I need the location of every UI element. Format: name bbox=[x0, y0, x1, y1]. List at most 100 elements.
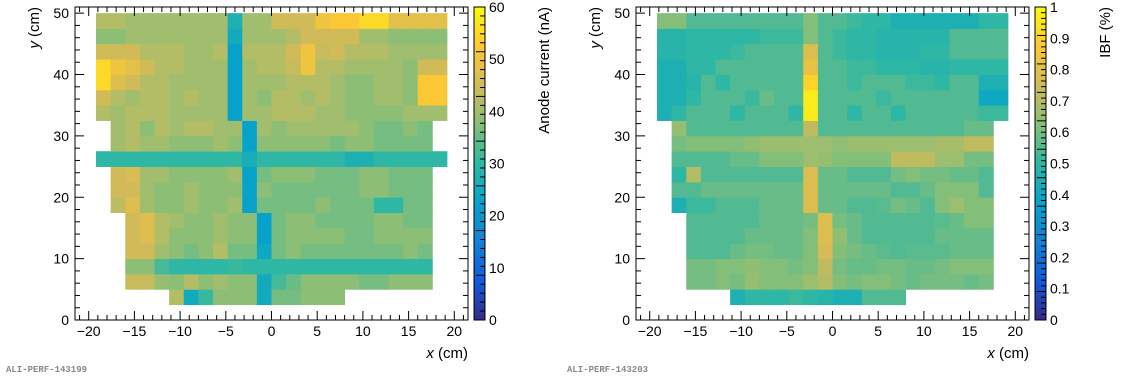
heatmap-cell bbox=[817, 74, 833, 91]
heatmap-cell bbox=[817, 120, 833, 137]
x-tick-label: 5 bbox=[313, 323, 321, 339]
heatmap-cell bbox=[403, 105, 419, 121]
heatmap-cell bbox=[315, 28, 331, 45]
heatmap-cell bbox=[686, 135, 702, 152]
heatmap-cell bbox=[388, 258, 404, 275]
heatmap-cell bbox=[139, 227, 155, 244]
heatmap-cell bbox=[154, 258, 170, 275]
heatmap-cell bbox=[403, 243, 419, 260]
heatmap-cell bbox=[286, 289, 302, 306]
heatmap-cell bbox=[373, 212, 389, 229]
heatmap-cell bbox=[300, 289, 316, 306]
heatmap-cell bbox=[417, 227, 433, 244]
heatmap-cell bbox=[344, 13, 360, 29]
heatmap-cell bbox=[788, 212, 804, 229]
heatmap-cell bbox=[744, 151, 760, 167]
heatmap-cell bbox=[744, 273, 760, 290]
heatmap-cell bbox=[227, 273, 243, 290]
heatmap-cell bbox=[934, 13, 950, 29]
heatmap-cell bbox=[700, 105, 716, 121]
heatmap-cell bbox=[139, 166, 155, 183]
heatmap-cell bbox=[344, 197, 360, 213]
heatmap-cell bbox=[271, 43, 287, 60]
heatmap-cell bbox=[934, 135, 950, 152]
heatmap-cell bbox=[403, 151, 419, 167]
heatmap-cell bbox=[847, 197, 863, 213]
heatmap-cell bbox=[315, 89, 331, 106]
heatmap-cell bbox=[876, 258, 892, 275]
heatmap-cell bbox=[964, 74, 980, 91]
heatmap-cell bbox=[876, 89, 892, 106]
heatmap-cell bbox=[817, 151, 833, 167]
heatmap-cell bbox=[213, 89, 229, 106]
heatmap-cell bbox=[759, 243, 775, 260]
heatmap-cell bbox=[300, 258, 316, 275]
heatmap-cell bbox=[96, 89, 112, 106]
heatmap-cell bbox=[417, 74, 433, 91]
heatmap-cell bbox=[847, 258, 863, 275]
heatmap-cell bbox=[110, 13, 126, 29]
heatmap-cell bbox=[847, 89, 863, 106]
heatmap-cell bbox=[329, 212, 346, 229]
heatmap-cell bbox=[964, 227, 980, 244]
heatmap-cell bbox=[110, 43, 126, 60]
heatmap-cell bbox=[417, 13, 433, 29]
heatmap-cell bbox=[759, 212, 775, 229]
heatmap-cell bbox=[227, 120, 243, 137]
heatmap-cell bbox=[700, 197, 716, 213]
heatmap-cell bbox=[359, 151, 375, 167]
heatmap-cell bbox=[978, 243, 994, 260]
heatmap-cell bbox=[344, 43, 360, 60]
heatmap-cell bbox=[715, 28, 731, 45]
heatmap-cell bbox=[774, 289, 790, 306]
y-tick-label: 50 bbox=[53, 5, 69, 21]
heatmap-cell bbox=[978, 28, 994, 45]
heatmap-cell bbox=[359, 59, 375, 75]
heatmap-cell bbox=[803, 258, 819, 275]
heatmap-cell bbox=[920, 227, 936, 244]
heatmap-cell bbox=[417, 105, 433, 121]
x-axis-label: x (cm) bbox=[425, 345, 468, 362]
heatmap-cell bbox=[154, 273, 170, 290]
heatmap-cell bbox=[934, 120, 950, 137]
colorbar-tick-label: 30 bbox=[489, 156, 505, 172]
heatmap-cell bbox=[759, 43, 775, 60]
heatmap-cell bbox=[432, 105, 448, 121]
heatmap-cell bbox=[417, 197, 433, 213]
heatmap-cell bbox=[861, 59, 877, 75]
heatmap-cell bbox=[861, 166, 877, 183]
heatmap-cell bbox=[227, 289, 243, 306]
heatmap-cell bbox=[286, 28, 302, 45]
heatmap-cell bbox=[686, 166, 702, 183]
heatmap-cell bbox=[861, 120, 877, 137]
heatmap-cell bbox=[803, 243, 819, 260]
heatmap-cell bbox=[242, 28, 258, 45]
heatmap-cell bbox=[198, 197, 214, 213]
colorbar-tick-label: 0 bbox=[489, 312, 497, 328]
heatmap-cell bbox=[169, 258, 185, 275]
x-tick-label: 5 bbox=[874, 323, 882, 339]
heatmap-cell bbox=[417, 258, 433, 275]
heatmap-cell bbox=[803, 43, 819, 60]
heatmap-cell bbox=[344, 181, 360, 198]
heatmap-cell bbox=[744, 212, 760, 229]
heatmap-cell bbox=[730, 151, 746, 167]
heatmap-cell bbox=[183, 89, 199, 106]
heatmap-cell bbox=[759, 105, 775, 121]
heatmap-cell bbox=[286, 135, 302, 152]
heatmap-cell bbox=[329, 105, 346, 121]
x-axis-ticks: −20 −15 −10 −5 0 5 10 15 20 bbox=[77, 7, 464, 339]
heatmap-cell bbox=[905, 197, 921, 213]
heatmap-cell bbox=[154, 212, 170, 229]
heatmap-cell bbox=[154, 166, 170, 183]
heatmap-cell bbox=[700, 43, 716, 60]
heatmap-cell bbox=[700, 151, 716, 167]
heatmap-cell bbox=[861, 74, 877, 91]
x-tick-label: 10 bbox=[916, 323, 932, 339]
heatmap-cell bbox=[861, 273, 877, 290]
heatmap-cell bbox=[876, 243, 892, 260]
heatmap-cell bbox=[832, 28, 848, 45]
heatmap-cell bbox=[256, 212, 272, 229]
heatmap-cell bbox=[286, 59, 302, 75]
heatmap-cell bbox=[803, 227, 819, 244]
